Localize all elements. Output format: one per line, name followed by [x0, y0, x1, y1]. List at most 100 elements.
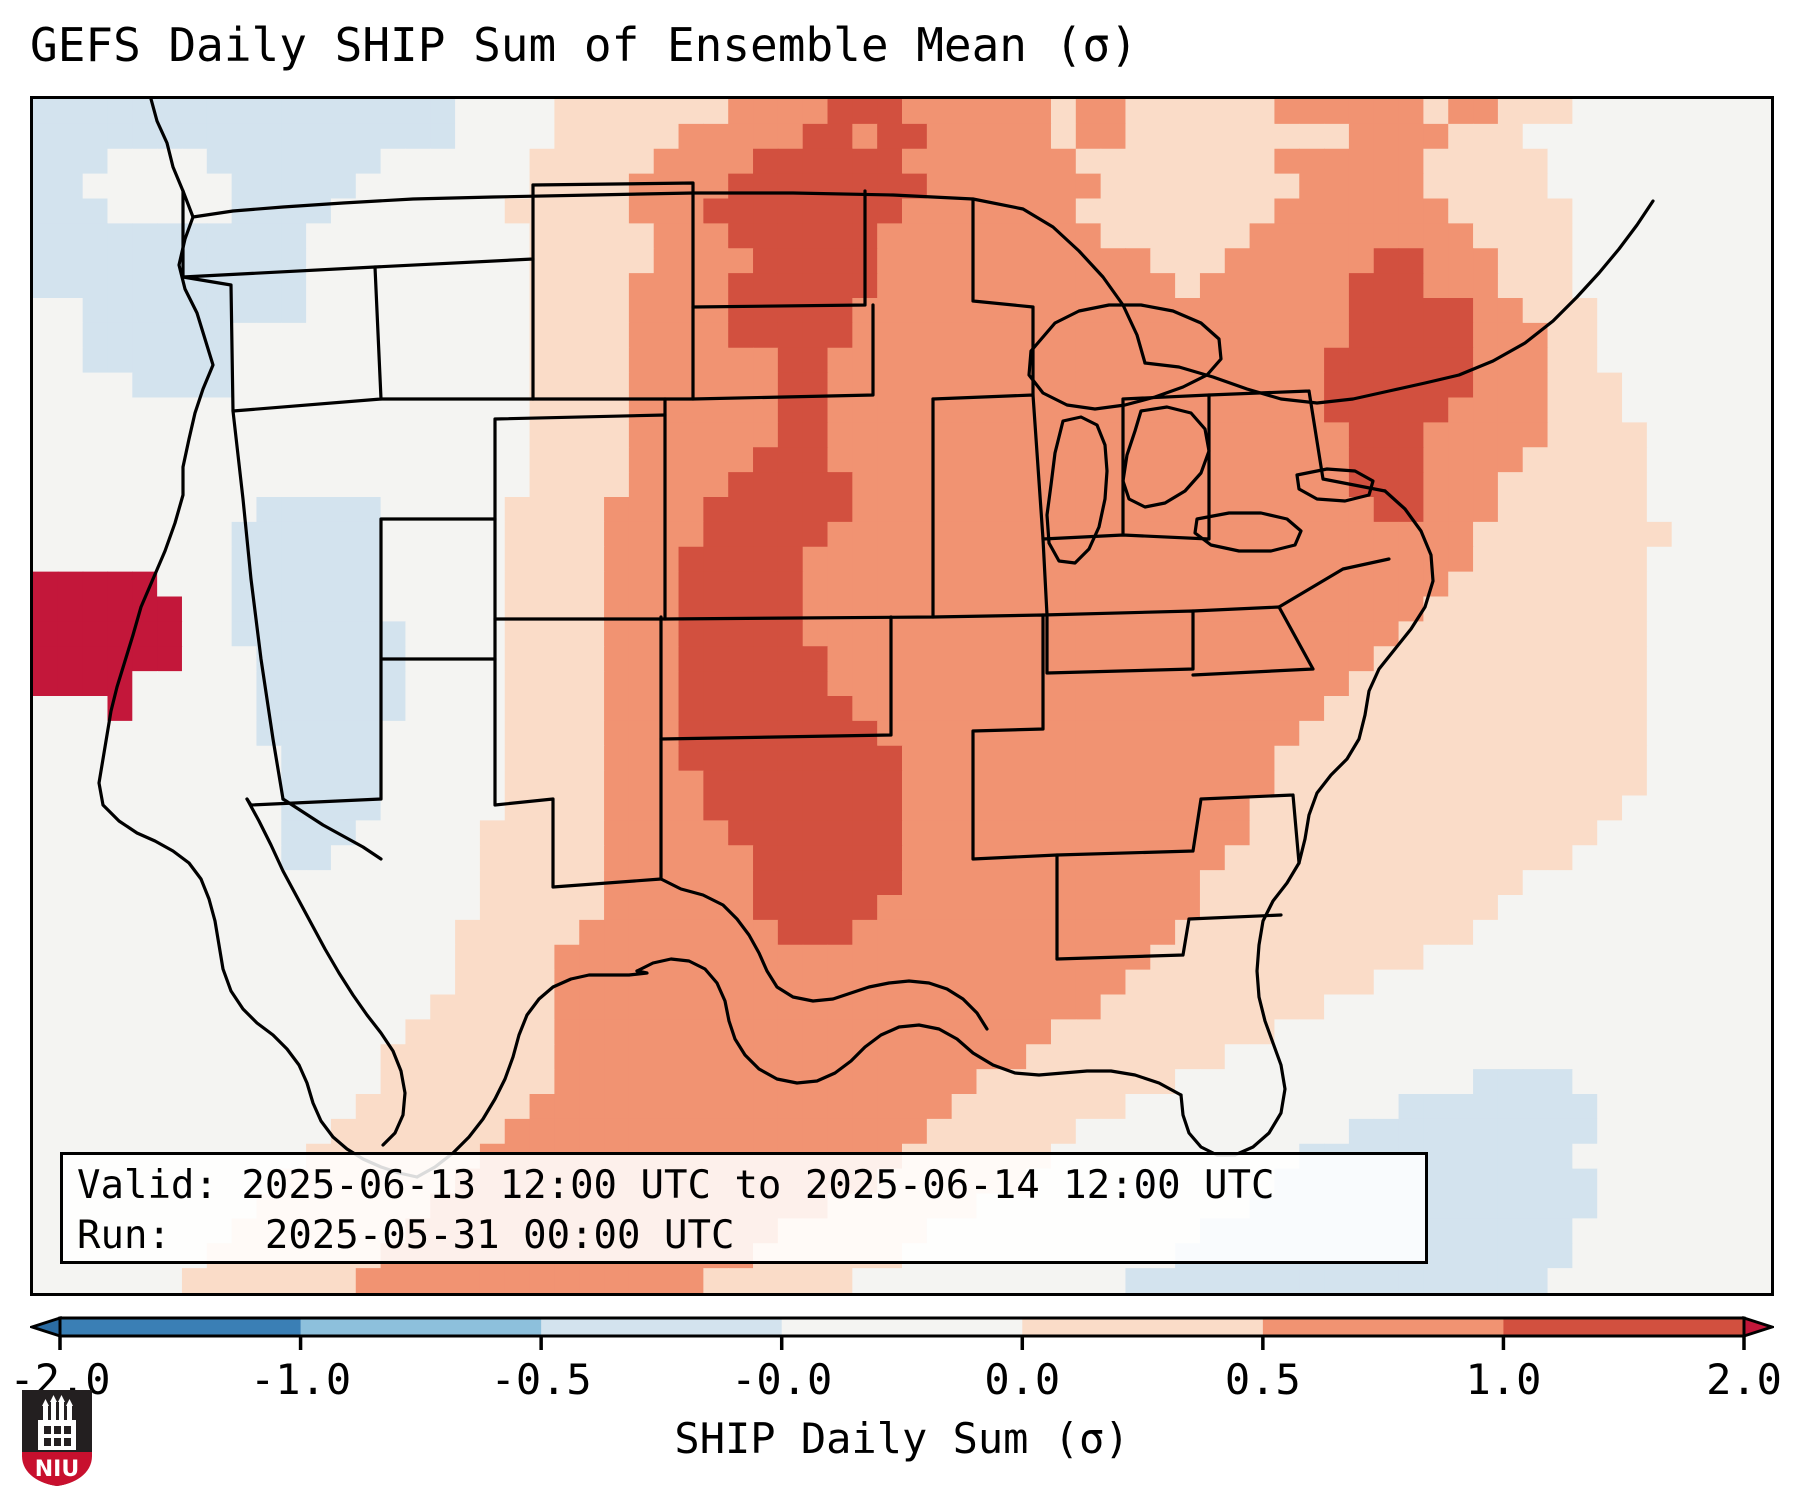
heatmap-cell — [1522, 596, 1549, 622]
heatmap-cell — [206, 472, 233, 498]
heatmap-cell — [1547, 969, 1573, 996]
heatmap-cell — [330, 546, 357, 573]
heatmap-cell — [405, 521, 431, 548]
heatmap-cell — [1373, 944, 1400, 971]
heatmap-cell — [877, 770, 903, 797]
heatmap-cell — [579, 198, 605, 224]
heatmap-cell — [455, 546, 481, 573]
heatmap-cell — [1547, 397, 1573, 423]
heatmap-cell — [181, 521, 208, 548]
heatmap-cell — [554, 944, 580, 971]
heatmap-cell — [802, 447, 829, 473]
heatmap-cell — [132, 1118, 158, 1145]
heatmap-cell — [1299, 696, 1325, 722]
heatmap-cell — [628, 1118, 655, 1145]
heatmap-cell — [1075, 994, 1102, 1020]
heatmap-cell — [604, 322, 630, 349]
heatmap-cell — [926, 745, 953, 772]
heatmap-cell — [1150, 198, 1176, 224]
colorbar-extend-low — [30, 1315, 62, 1339]
heatmap-cell — [479, 919, 506, 946]
heatmap-cell — [181, 497, 208, 523]
heatmap-cell — [1497, 397, 1524, 423]
heatmap-cell — [1646, 1193, 1673, 1219]
heatmap-cell — [1746, 248, 1771, 274]
heatmap-cell — [976, 521, 1002, 548]
heatmap-cell — [1348, 422, 1375, 448]
heatmap-cell — [802, 571, 829, 598]
heatmap-cell — [1696, 1193, 1722, 1219]
heatmap-cell — [1497, 273, 1524, 299]
page-title: GEFS Daily SHIP Sum of Ensemble Mean (σ) — [30, 18, 1138, 72]
heatmap-cell — [430, 571, 456, 598]
heatmap-cell — [1224, 720, 1251, 747]
heatmap-cell — [1150, 720, 1176, 747]
heatmap-cell — [82, 646, 109, 672]
heatmap-cell — [1224, 472, 1251, 498]
heatmap-cell — [653, 1094, 680, 1120]
heatmap-cell — [827, 895, 853, 921]
heatmap-cell — [1001, 571, 1027, 598]
heatmap-cell — [1050, 347, 1077, 374]
heatmap-cell — [1646, 497, 1673, 523]
heatmap-cell — [1522, 521, 1549, 548]
heatmap-cell — [802, 472, 829, 498]
heatmap-cell — [1597, 298, 1623, 324]
heatmap-cell — [1423, 1069, 1449, 1095]
heatmap-cell — [1373, 919, 1400, 946]
heatmap-cell — [1050, 845, 1077, 871]
map-panel[interactable] — [30, 96, 1774, 1296]
heatmap-cell — [604, 123, 630, 150]
heatmap-cell — [877, 223, 903, 249]
heatmap-cell — [405, 994, 431, 1020]
heatmap-cell — [728, 571, 754, 598]
heatmap-cell — [231, 1118, 258, 1145]
heatmap-cell — [57, 1019, 84, 1045]
heatmap-cell — [181, 347, 208, 374]
heatmap-cell — [1075, 1268, 1102, 1293]
heatmap-cell — [1448, 596, 1474, 622]
tower-windows — [44, 1426, 71, 1446]
heatmap-cell — [753, 870, 779, 896]
heatmap-cell — [777, 248, 804, 274]
heatmap-cell — [678, 770, 704, 797]
heatmap-cell — [181, 1268, 208, 1293]
heatmap-cell — [1448, 99, 1474, 125]
colorbar-canvas[interactable] — [30, 1312, 1774, 1358]
heatmap-cell — [703, 944, 729, 971]
heatmap-cell — [1547, 1019, 1573, 1045]
heatmap-cell — [579, 546, 605, 573]
heatmap-cell — [1199, 969, 1226, 996]
heatmap-cell — [653, 1268, 680, 1293]
heatmap-cell — [107, 322, 133, 349]
colorbar[interactable] — [30, 1312, 1774, 1358]
heatmap-cell — [1100, 347, 1127, 374]
heatmap-cell — [132, 123, 158, 150]
heatmap-cell — [777, 1118, 804, 1145]
heatmap-cell — [604, 621, 630, 647]
heatmap-cell — [256, 521, 282, 548]
heatmap-cell — [380, 696, 407, 722]
heatmap-cell — [256, 596, 282, 622]
heatmap-cell — [1050, 273, 1077, 299]
heatmap-cell — [1299, 99, 1325, 125]
heatmap-cell — [1026, 671, 1052, 697]
heatmap-cell — [1398, 1019, 1424, 1045]
heatmap-cell — [33, 298, 59, 324]
heatmap-cell — [1721, 298, 1747, 324]
map-canvas[interactable] — [33, 99, 1771, 1293]
heatmap-cell — [678, 1019, 704, 1045]
heatmap-cell — [1224, 148, 1251, 175]
heatmap-cell — [827, 497, 853, 523]
heatmap-cell — [1050, 621, 1077, 647]
heatmap-cell — [479, 994, 506, 1020]
heatmap-cell — [1721, 173, 1747, 200]
heatmap-cell — [1572, 148, 1598, 175]
heatmap-cell — [1001, 173, 1027, 200]
heatmap-cell — [306, 1019, 332, 1045]
heatmap-cell — [1572, 248, 1598, 274]
heatmap-cell — [1075, 273, 1102, 299]
heatmap-cell — [1050, 322, 1077, 349]
heatmap-cell — [802, 1044, 829, 1070]
heatmap-cell — [678, 223, 704, 249]
